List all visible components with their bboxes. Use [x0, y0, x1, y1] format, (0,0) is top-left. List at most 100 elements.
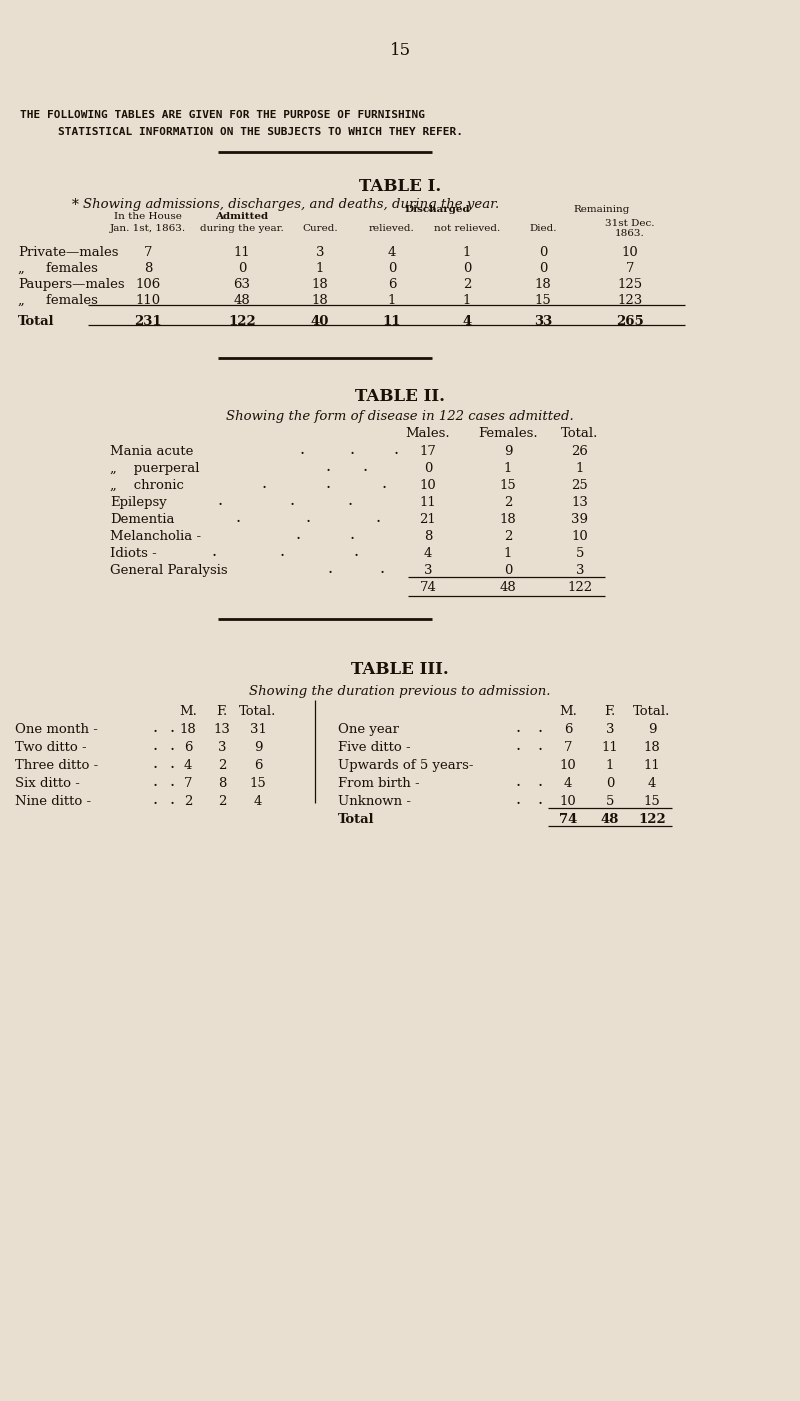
Text: From birth -: From birth - [338, 778, 420, 790]
Text: 7: 7 [144, 247, 152, 259]
Text: 7: 7 [626, 262, 634, 275]
Text: 40: 40 [311, 315, 329, 328]
Text: 2: 2 [504, 496, 512, 509]
Text: „     females: „ females [18, 294, 98, 307]
Text: 18: 18 [180, 723, 196, 736]
Text: 10: 10 [560, 759, 576, 772]
Text: not relieved.: not relieved. [434, 224, 500, 233]
Text: ·: · [235, 514, 241, 531]
Text: STATISTICAL INFORMATION ON THE SUBJECTS TO WHICH THEY REFER.: STATISTICAL INFORMATION ON THE SUBJECTS … [58, 127, 463, 137]
Text: ·: · [515, 743, 521, 759]
Text: Melancholia -: Melancholia - [110, 530, 201, 544]
Text: Paupers—males: Paupers—males [18, 277, 125, 291]
Text: 10: 10 [572, 530, 588, 544]
Text: ·: · [354, 548, 358, 565]
Text: 4: 4 [388, 247, 396, 259]
Text: ·: · [290, 497, 294, 514]
Text: 26: 26 [571, 446, 589, 458]
Text: Unknown -: Unknown - [338, 794, 411, 808]
Text: 74: 74 [559, 813, 577, 827]
Text: 8: 8 [218, 778, 226, 790]
Text: 2: 2 [218, 794, 226, 808]
Text: 7: 7 [564, 741, 572, 754]
Text: In the House: In the House [114, 212, 182, 221]
Text: 17: 17 [419, 446, 437, 458]
Text: ·: · [538, 796, 542, 813]
Text: ·: · [515, 796, 521, 813]
Text: 0: 0 [504, 565, 512, 577]
Text: 6: 6 [254, 759, 262, 772]
Text: 2: 2 [218, 759, 226, 772]
Text: 2: 2 [463, 277, 471, 291]
Text: *: * [72, 198, 79, 212]
Text: ·: · [152, 759, 158, 778]
Text: 21: 21 [420, 513, 436, 525]
Text: Discharged: Discharged [404, 205, 470, 214]
Text: ·: · [262, 481, 266, 497]
Text: 15: 15 [390, 42, 410, 59]
Text: Showing the duration previous to admission.: Showing the duration previous to admissi… [250, 685, 550, 698]
Text: 0: 0 [606, 778, 614, 790]
Text: 2: 2 [184, 794, 192, 808]
Text: One month -: One month - [15, 723, 98, 736]
Text: Private—males: Private—males [18, 247, 118, 259]
Text: 9: 9 [648, 723, 656, 736]
Text: 1: 1 [606, 759, 614, 772]
Text: 15: 15 [644, 794, 660, 808]
Text: 8: 8 [144, 262, 152, 275]
Text: 9: 9 [254, 741, 262, 754]
Text: TABLE I.: TABLE I. [359, 178, 441, 195]
Text: Total.: Total. [239, 705, 277, 717]
Text: 3: 3 [606, 723, 614, 736]
Text: Five ditto -: Five ditto - [338, 741, 410, 754]
Text: 1: 1 [504, 462, 512, 475]
Text: 125: 125 [618, 277, 642, 291]
Text: ·: · [350, 446, 354, 462]
Text: 48: 48 [234, 294, 250, 307]
Text: 4: 4 [564, 778, 572, 790]
Text: 1: 1 [316, 262, 324, 275]
Text: ·: · [306, 514, 310, 531]
Text: Admitted: Admitted [215, 212, 269, 221]
Text: M.: M. [179, 705, 197, 717]
Text: Upwards of 5 years-: Upwards of 5 years- [338, 759, 474, 772]
Text: 3: 3 [576, 565, 584, 577]
Text: 13: 13 [214, 723, 230, 736]
Text: Six ditto -: Six ditto - [15, 778, 80, 790]
Text: Died.: Died. [530, 224, 557, 233]
Text: ·: · [326, 462, 330, 481]
Text: ·: · [538, 724, 542, 741]
Text: Three ditto -: Three ditto - [15, 759, 98, 772]
Text: ·: · [299, 446, 305, 462]
Text: ·: · [170, 778, 174, 794]
Text: 31st Dec.
1863.: 31st Dec. 1863. [606, 219, 654, 238]
Text: 6: 6 [388, 277, 396, 291]
Text: Cured.: Cured. [302, 224, 338, 233]
Text: 15: 15 [250, 778, 266, 790]
Text: 231: 231 [134, 315, 162, 328]
Text: ·: · [379, 565, 385, 581]
Text: Males.: Males. [406, 427, 450, 440]
Text: 0: 0 [238, 262, 246, 275]
Text: 9: 9 [504, 446, 512, 458]
Text: 110: 110 [135, 294, 161, 307]
Text: 3: 3 [424, 565, 432, 577]
Text: ·: · [515, 778, 521, 794]
Text: 0: 0 [388, 262, 396, 275]
Text: ·: · [279, 548, 285, 565]
Text: 123: 123 [618, 294, 642, 307]
Text: ·: · [218, 497, 222, 514]
Text: 122: 122 [567, 581, 593, 594]
Text: ·: · [350, 531, 354, 548]
Text: 18: 18 [500, 513, 516, 525]
Text: 63: 63 [234, 277, 250, 291]
Text: Females.: Females. [478, 427, 538, 440]
Text: ·: · [538, 778, 542, 794]
Text: 48: 48 [601, 813, 619, 827]
Text: 0: 0 [424, 462, 432, 475]
Text: Dementia: Dementia [110, 513, 174, 525]
Text: Total.: Total. [562, 427, 598, 440]
Text: THE FOLLOWING TABLES ARE GIVEN FOR THE PURPOSE OF FURNISHING: THE FOLLOWING TABLES ARE GIVEN FOR THE P… [20, 111, 425, 120]
Text: TABLE III.: TABLE III. [351, 661, 449, 678]
Text: 15: 15 [500, 479, 516, 492]
